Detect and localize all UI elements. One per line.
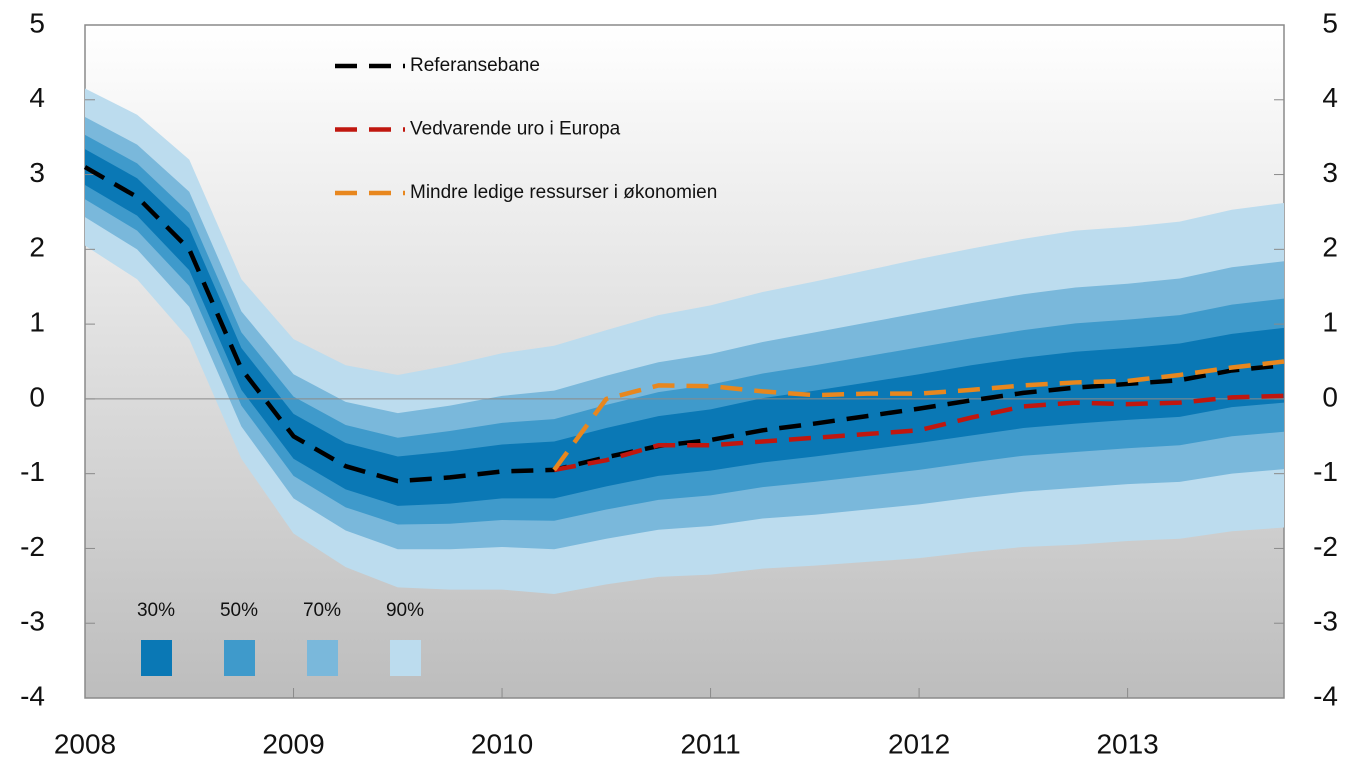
y2-tick-label: -2	[1313, 531, 1338, 562]
x-tick-label: 2009	[262, 728, 324, 759]
y2-tick-label: 2	[1322, 232, 1338, 263]
series-line	[553, 393, 1285, 473]
y-tick-label: 3	[29, 157, 45, 188]
legend-swatch	[224, 640, 255, 676]
lines	[83, 165, 1285, 484]
legend-label: 90%	[386, 600, 424, 621]
axes: -4 -4 -3 -3 -2 -2 -1 -1 0 0 1 1 2 2 3 3 4 4 5 5 2008 2009 2010…	[20, 7, 1338, 759]
x-tick-label: 2011	[680, 728, 740, 759]
y2-tick-label: -3	[1313, 606, 1338, 637]
legend-swatch	[141, 640, 172, 676]
y-tick-label: -1	[20, 456, 45, 487]
legend-label: Referansebane	[410, 55, 540, 76]
y2-tick-label: 4	[1322, 82, 1338, 113]
legend-swatch	[390, 640, 421, 676]
legend-label: Mindre ledige ressurser i økonomien	[410, 182, 717, 203]
fan-band	[85, 149, 1284, 506]
y-tick-label: -3	[20, 606, 45, 637]
x-tick-label: 2008	[54, 728, 116, 759]
y-tick-label: 2	[29, 232, 45, 263]
x-tick-label: 2010	[471, 728, 533, 759]
y2-tick-label: 3	[1322, 157, 1338, 188]
fan-bands	[85, 88, 1284, 595]
legend-label: 50%	[220, 600, 258, 621]
y-tick-label: 5	[29, 7, 45, 38]
y2-tick-label: -4	[1313, 680, 1338, 711]
x-tick-label: 2012	[888, 728, 950, 759]
series-line	[552, 359, 1285, 472]
y2-tick-label: 5	[1322, 7, 1338, 38]
y-tick-label: 0	[29, 381, 45, 412]
y-tick-label: -2	[20, 531, 45, 562]
y2-tick-label: -1	[1313, 456, 1338, 487]
legend: Referansebane Vedvarende uro i Europa Mind…	[137, 55, 717, 676]
legend-label: Vedvarende uro i Europa	[410, 119, 621, 140]
legend-label: 70%	[303, 600, 341, 621]
legend-swatch	[307, 640, 338, 676]
legend-label: 30%	[137, 600, 175, 621]
y2-tick-label: 0	[1322, 381, 1338, 412]
y2-tick-label: 1	[1322, 307, 1338, 338]
series-line	[83, 165, 1285, 484]
y-tick-label: 4	[29, 82, 45, 113]
x-tick-label: 2013	[1096, 728, 1158, 759]
y-tick-label: 1	[29, 307, 45, 338]
y-tick-label: -4	[20, 680, 45, 711]
